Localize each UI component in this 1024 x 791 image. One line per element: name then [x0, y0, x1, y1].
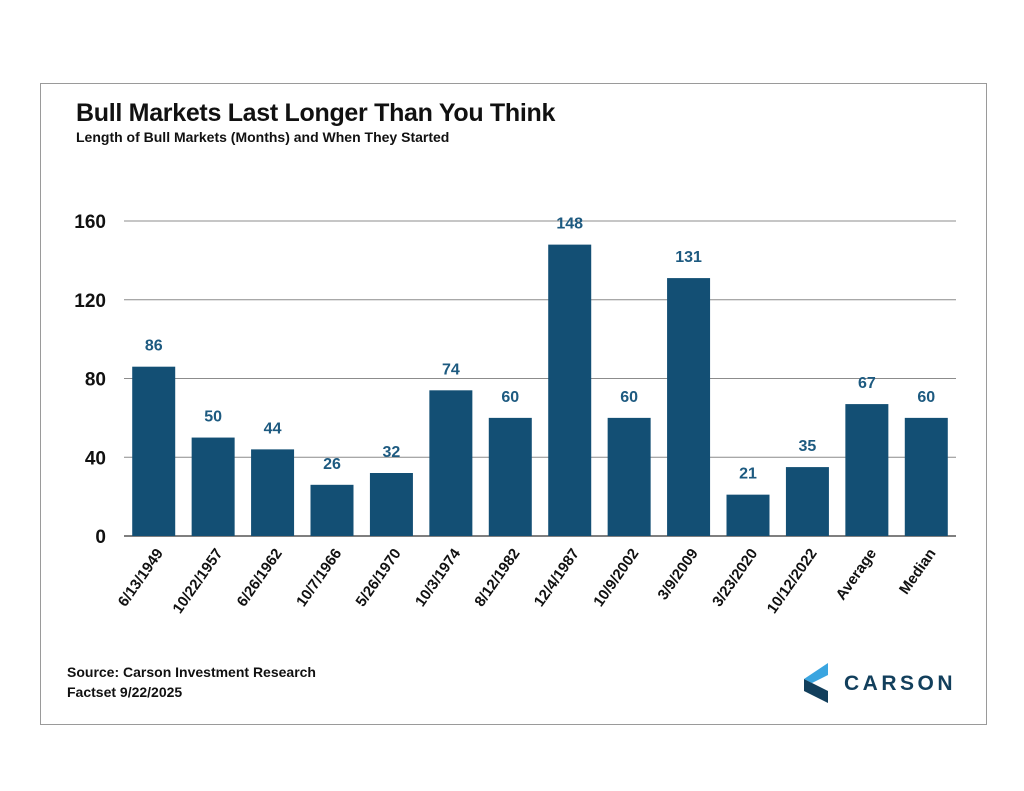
data-note: Factset 9/22/2025	[67, 684, 183, 700]
bar-value-label: 21	[739, 466, 757, 483]
bar	[785, 467, 829, 536]
bar	[488, 417, 532, 536]
bar-value-label: 50	[204, 409, 222, 426]
y-tick-label: 40	[85, 448, 106, 469]
x-tick-label: 3/23/2020	[709, 546, 761, 610]
bar-value-label: 44	[264, 420, 282, 437]
y-tick-label: 0	[95, 527, 106, 548]
y-tick-label: 120	[74, 291, 106, 312]
bar-value-label: 26	[323, 456, 341, 473]
bar-value-label: 74	[442, 361, 460, 378]
bar-value-label: 60	[501, 389, 519, 406]
chart-frame	[40, 83, 987, 725]
bar	[607, 417, 651, 536]
bar	[132, 366, 176, 536]
source-note: Source: Carson Investment Research Facts…	[67, 662, 316, 702]
y-tick-label: 160	[74, 212, 106, 233]
bar-value-label: 148	[556, 216, 583, 233]
bar-value-label: 60	[917, 389, 935, 406]
y-tick-label: 80	[85, 370, 106, 391]
x-tick-label: 10/9/2002	[590, 546, 642, 610]
bar	[845, 404, 889, 536]
carson-logo-icon	[804, 663, 828, 703]
x-tick-label: 10/22/1957	[169, 546, 226, 617]
x-tick-label: Average	[833, 546, 881, 604]
bar-value-label: 67	[858, 375, 876, 392]
x-tick-label: 5/26/1970	[353, 546, 405, 610]
chart-title: Bull Markets Last Longer Than You Think	[76, 99, 556, 127]
carson-logo-text: CARSON	[844, 672, 957, 695]
bar	[310, 484, 354, 536]
x-tick-label: 10/3/1974	[412, 545, 465, 610]
bar-value-label: 131	[675, 249, 702, 266]
x-tick-label: 8/12/1982	[471, 546, 523, 610]
bar-value-label: 86	[145, 338, 163, 355]
x-tick-label: 3/9/2009	[654, 546, 701, 604]
bar	[726, 494, 770, 536]
x-tick-label: Median	[896, 546, 940, 598]
bar	[667, 278, 711, 536]
bar-value-label: 35	[799, 438, 817, 455]
bar	[251, 449, 295, 536]
bar-value-label: 32	[383, 444, 401, 461]
x-tick-label: 6/13/1949	[115, 546, 167, 610]
bar	[548, 244, 592, 536]
bar-value-label: 60	[620, 389, 638, 406]
x-tick-label: 12/4/1987	[531, 546, 583, 610]
x-tick-label: 10/7/1966	[293, 546, 345, 610]
chart-subtitle: Length of Bull Markets (Months) and When…	[76, 129, 450, 145]
source-text: Source: Carson Investment Research	[67, 664, 316, 680]
bar	[191, 437, 235, 536]
x-tick-label: 6/26/1962	[234, 546, 286, 610]
bar	[904, 417, 948, 536]
bar	[369, 473, 413, 536]
bar	[429, 390, 473, 536]
x-tick-label: 10/12/2022	[764, 546, 821, 617]
